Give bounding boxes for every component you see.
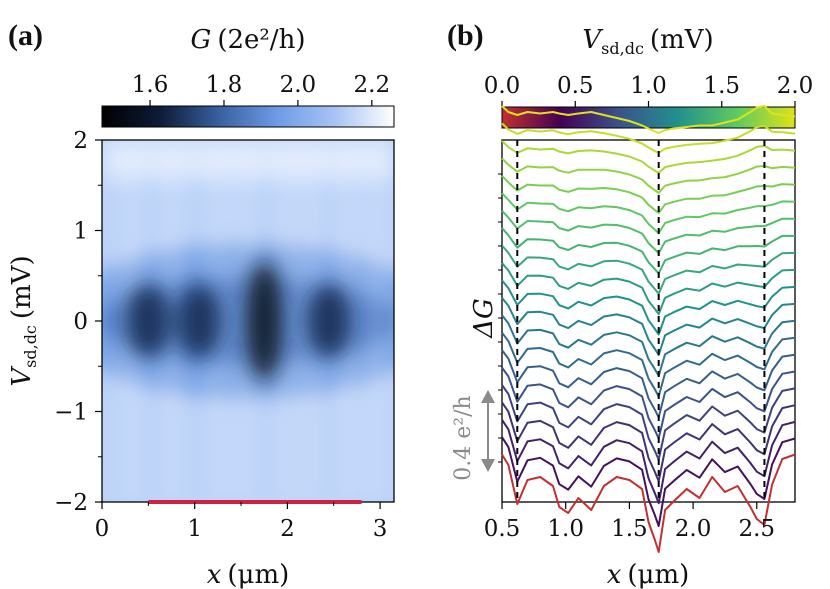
series-line [501, 105, 796, 134]
x-tick-label-b: 1.0 [547, 516, 584, 542]
x-tick-label-a: 2 [280, 516, 295, 542]
y-tick-label-a: 1 [73, 219, 88, 245]
axes-b: 0.5 1.0 1.5 2.0 2.5 [484, 173, 775, 542]
series-line [501, 157, 796, 194]
x-tick-label-b: 0.5 [484, 516, 521, 542]
scale-bar-label: 0.4 e²/h [451, 395, 476, 480]
plot-b-vlines [516, 140, 766, 502]
series-line [501, 244, 796, 295]
scale-bar: 0.4 e²/h [451, 390, 495, 481]
colorbar-a-title: G (2e²/h) [191, 25, 306, 55]
x-tick-label-b: 2.0 [675, 516, 712, 542]
y-tick-label-a: −1 [54, 400, 88, 426]
axes-a: 0 1 2 3 2 1 0 −1 −2 [54, 128, 387, 542]
colorbar-tick-label: 1.8 [206, 72, 243, 98]
y-axis-label-a-sub: sd,dc [21, 325, 40, 368]
panel-b-label: (b) [447, 19, 484, 52]
y-axis-label-a-unit: (mV) [7, 255, 37, 319]
colorbar-b-title: Vsd,dc (mV) [582, 25, 713, 58]
y-axis-label-a-var: V [7, 366, 37, 387]
colorbar-tick-label: 0.5 [557, 73, 594, 99]
colorbar-tick-label: 2.2 [354, 72, 391, 98]
x-axis-label-b-unit: (μm) [627, 560, 689, 589]
series-line [501, 349, 796, 419]
colorbar-tick-label: 1.0 [630, 73, 667, 99]
x-axis-label-a-unit: (μm) [227, 560, 289, 589]
series-line [501, 297, 796, 356]
heatmap-a [102, 140, 394, 502]
y-tick-label-a: 0 [73, 309, 88, 335]
x-tick-label-b: 2.5 [738, 516, 775, 542]
x-tick-label-a: 3 [373, 516, 388, 542]
scale-bar-arrow-up [481, 390, 495, 403]
x-tick-label-a: 0 [95, 516, 110, 542]
series-line [501, 436, 796, 527]
heatmap-stripe [282, 140, 293, 502]
plot-b-lines [501, 105, 796, 553]
colorbar-tick-label: 2.0 [280, 72, 317, 98]
x-axis-label-b-var: x [607, 560, 622, 589]
series-line [501, 122, 796, 154]
colorbar-b-ticks: 0.0 0.5 1.0 1.5 2.0 [484, 73, 814, 107]
x-tick-label-a: 1 [187, 516, 202, 542]
heatmap-dark-region [246, 261, 283, 381]
colorbar-b-title-var: V [582, 25, 603, 55]
series-line [501, 401, 796, 483]
colorbar-b-title-unit: (mV) [650, 25, 714, 55]
heatmap-stripe [240, 140, 251, 502]
colorbar-tick-label: 1.6 [132, 72, 169, 98]
series-line [501, 367, 796, 440]
panel-a-label: (a) [8, 19, 43, 52]
y-axis-label-a: Vsd,dc (mV) [7, 255, 40, 386]
series-line [501, 332, 796, 398]
colorbar-tick-label: 1.5 [703, 73, 740, 99]
colorbar-a-ticks: 1.6 1.8 2.0 2.2 [132, 72, 390, 106]
heatmap-dark-regions [126, 261, 352, 381]
y-tick-label-a: 2 [73, 128, 88, 154]
series-line [501, 262, 796, 316]
series-line [501, 210, 796, 255]
series-line [501, 279, 796, 336]
series-line [501, 175, 796, 214]
series-line [501, 140, 796, 174]
series-line [501, 192, 796, 235]
y-tick-label-a: −2 [54, 490, 88, 516]
colorbar-b [501, 106, 796, 129]
x-axis-label-b: x (μm) [607, 560, 690, 589]
y-axis-label-b: ΔG [469, 298, 499, 339]
heatmap-dark-region [126, 285, 171, 357]
series-line [501, 314, 796, 377]
colorbar-tick-label: 2.0 [777, 73, 814, 99]
heatmap-stripe [370, 140, 381, 502]
colorbar-a-title-var: G [191, 25, 212, 55]
series-line [501, 227, 795, 275]
colorbar-tick-label: 0.0 [484, 73, 521, 99]
series-line [501, 453, 796, 553]
colorbar-b-title-sub: sd,dc [601, 39, 644, 58]
colorbar-a-title-unit: (2e²/h) [217, 25, 305, 55]
x-axis-label-a: x (μm) [207, 560, 290, 589]
series-line [501, 384, 796, 461]
heatmap-stripe [166, 140, 177, 502]
colorbar-a [101, 105, 395, 128]
series-line [501, 419, 796, 505]
x-axis-label-a-var: x [207, 560, 222, 589]
heatmap-dark-region [307, 285, 352, 357]
heatmap-dark-region [177, 285, 222, 357]
scale-bar-arrow-down [481, 459, 495, 472]
x-tick-label-b: 1.5 [611, 516, 648, 542]
